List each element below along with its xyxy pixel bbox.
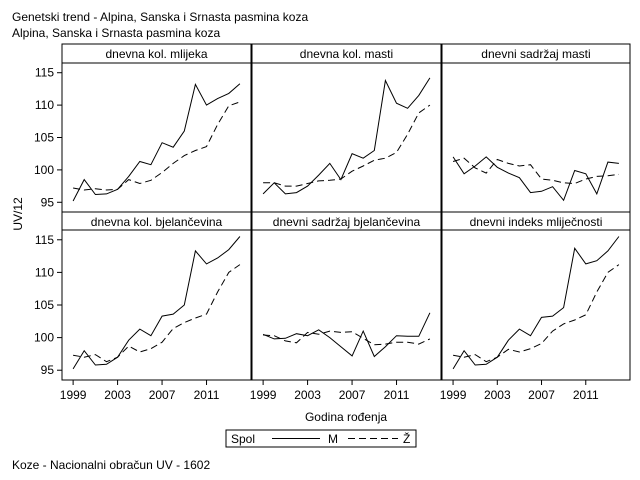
- panel-4-ytick-label: 95: [41, 363, 55, 377]
- panel-1-ytick-label: 105: [34, 131, 54, 145]
- panel-5-line-m: [262, 312, 431, 358]
- legend-title: Spol: [231, 432, 255, 446]
- panel-2-line-m: [262, 77, 431, 195]
- panel-4-ytick-label: 105: [34, 298, 54, 312]
- panel-4-frame: [61, 229, 252, 381]
- panel-5-xtick-label: 2007: [339, 388, 366, 402]
- panel-2-frame: [251, 62, 442, 213]
- panel-6-frame: [441, 229, 631, 381]
- panel-5-xtick-label: 1999: [250, 388, 277, 402]
- panel-3-line-z: [452, 157, 619, 185]
- legend-label-m: M: [328, 432, 338, 446]
- y-axis-label: UV/12: [11, 197, 25, 231]
- panel-2-line-z: [263, 104, 431, 187]
- panel-1-line-m: [72, 83, 241, 202]
- panel-4-ytick-label: 110: [35, 265, 54, 279]
- legend-box: [225, 429, 417, 448]
- panel-3-line-m: [452, 156, 619, 202]
- panel-4-ytick-label: 115: [35, 233, 54, 247]
- panel-4-ytick-label: 100: [34, 331, 54, 345]
- panel-1-ytick-label: 95: [41, 195, 55, 209]
- panel-5-line-z: [263, 330, 431, 346]
- panel-6-title: dnevni indeks mliječnosti: [470, 215, 603, 229]
- panel-6-xtick-label: 2007: [528, 388, 555, 402]
- footnote: Koze - Nacionalni obračun UV - 1602: [12, 458, 211, 472]
- panel-5-title: dnevni sadržaj bjelančevina: [273, 215, 421, 229]
- panel-5-frame: [251, 229, 442, 381]
- panel-4-xtick-label: 2003: [104, 388, 131, 402]
- panel-1-ytick-label: 115: [35, 66, 54, 80]
- panel-1-ytick-label: 110: [35, 98, 54, 112]
- panel-3-frame: [441, 62, 631, 213]
- panel-1-ytick-label: 100: [34, 163, 54, 177]
- panel-6-xtick-label: 2003: [484, 388, 511, 402]
- panel-3-title: dnevni sadržaj masti: [481, 47, 590, 61]
- x-axis-label: Godina rođenja: [305, 410, 387, 424]
- legend-label-z: Ž: [403, 431, 410, 446]
- panel-6-line-m: [452, 236, 620, 370]
- panel-6-xtick-label: 2011: [573, 388, 599, 402]
- panel-1-line-z: [73, 101, 241, 191]
- chart-title: Genetski trend - Alpina, Sanska i Srnast…: [12, 10, 309, 24]
- panel-4-line-m: [72, 236, 241, 370]
- panel-6-xtick-label: 1999: [440, 388, 467, 402]
- panel-4-xtick-label: 2011: [194, 388, 220, 402]
- chart-subtitle: Alpina, Sanska i Srnasta pasmina koza: [12, 26, 221, 40]
- panel-4-title: dnevna kol. bjelančevina: [91, 215, 223, 229]
- panel-5-xtick-label: 2011: [384, 388, 410, 402]
- panel-2-title: dnevna kol. masti: [300, 47, 393, 61]
- panel-4-xtick-label: 1999: [60, 388, 87, 402]
- panel-5-xtick-label: 2003: [294, 388, 321, 402]
- panel-4-xtick-label: 2007: [149, 388, 176, 402]
- panel-6-line-z: [453, 264, 620, 363]
- panel-4-line-z: [73, 264, 241, 363]
- panel-1-title: dnevna kol. mlijeka: [105, 47, 207, 61]
